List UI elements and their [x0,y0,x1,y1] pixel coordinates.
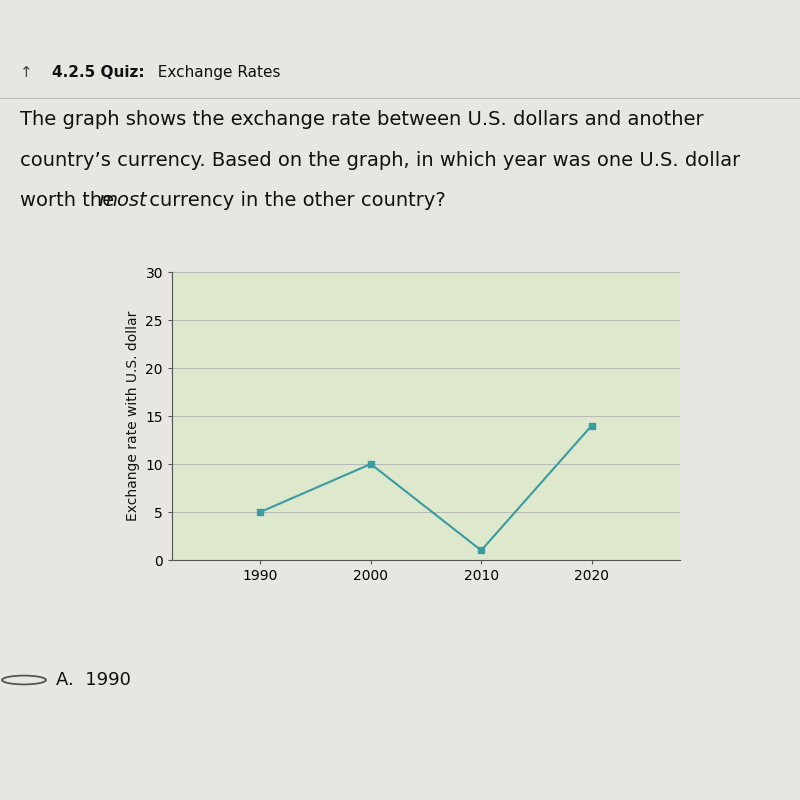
Text: country’s currency. Based on the graph, in which year was one U.S. dollar: country’s currency. Based on the graph, … [20,150,740,170]
Text: 4.2.5 Quiz:: 4.2.5 Quiz: [52,65,145,80]
Text: currency in the other country?: currency in the other country? [143,191,446,210]
Text: ↑: ↑ [20,65,33,80]
Y-axis label: Exchange rate with U.S. dollar: Exchange rate with U.S. dollar [126,311,140,521]
Text: The graph shows the exchange rate between U.S. dollars and another: The graph shows the exchange rate betwee… [20,110,704,130]
Text: A.  1990: A. 1990 [56,671,131,689]
Text: worth the: worth the [20,191,120,210]
Text: most: most [98,191,147,210]
Text: Exchange Rates: Exchange Rates [148,65,281,80]
